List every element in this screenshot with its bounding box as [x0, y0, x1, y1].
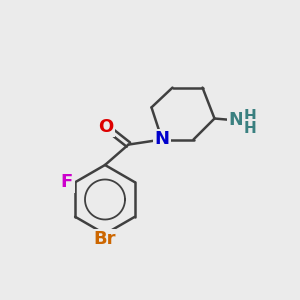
- Text: Br: Br: [94, 230, 116, 248]
- Text: O: O: [98, 118, 113, 136]
- Text: F: F: [61, 173, 73, 191]
- Text: H: H: [243, 109, 256, 124]
- Text: H: H: [243, 121, 256, 136]
- Text: N: N: [154, 130, 169, 148]
- Text: N: N: [229, 111, 244, 129]
